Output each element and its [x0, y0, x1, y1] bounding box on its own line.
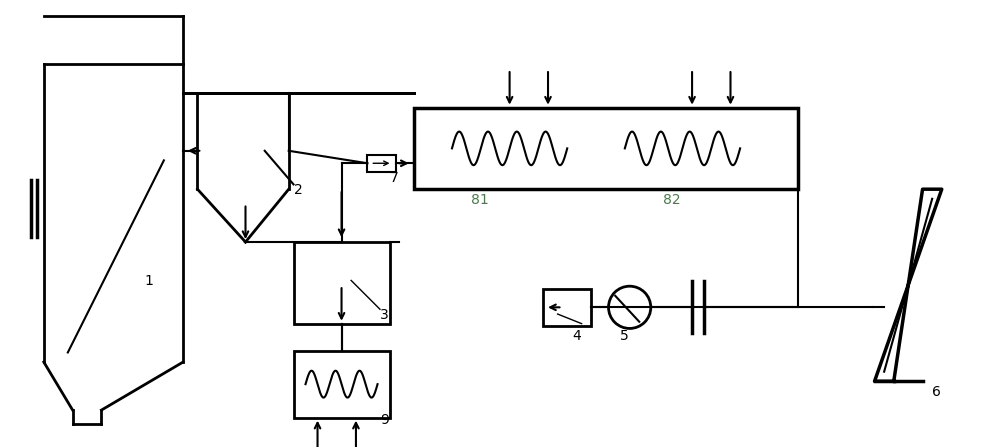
- Text: 4: 4: [572, 329, 581, 343]
- Text: 5: 5: [620, 329, 629, 343]
- Bar: [543, 289, 591, 325]
- Bar: [294, 350, 390, 418]
- Text: 7: 7: [390, 170, 398, 185]
- Bar: [367, 155, 396, 172]
- Text: 9: 9: [380, 413, 389, 427]
- Bar: [414, 108, 798, 189]
- Text: 2: 2: [294, 183, 302, 197]
- Text: 82: 82: [663, 193, 681, 207]
- Text: 81: 81: [471, 193, 489, 207]
- Text: 1: 1: [145, 274, 154, 288]
- Text: 6: 6: [932, 385, 941, 399]
- Bar: [294, 242, 390, 324]
- Text: 3: 3: [380, 308, 389, 322]
